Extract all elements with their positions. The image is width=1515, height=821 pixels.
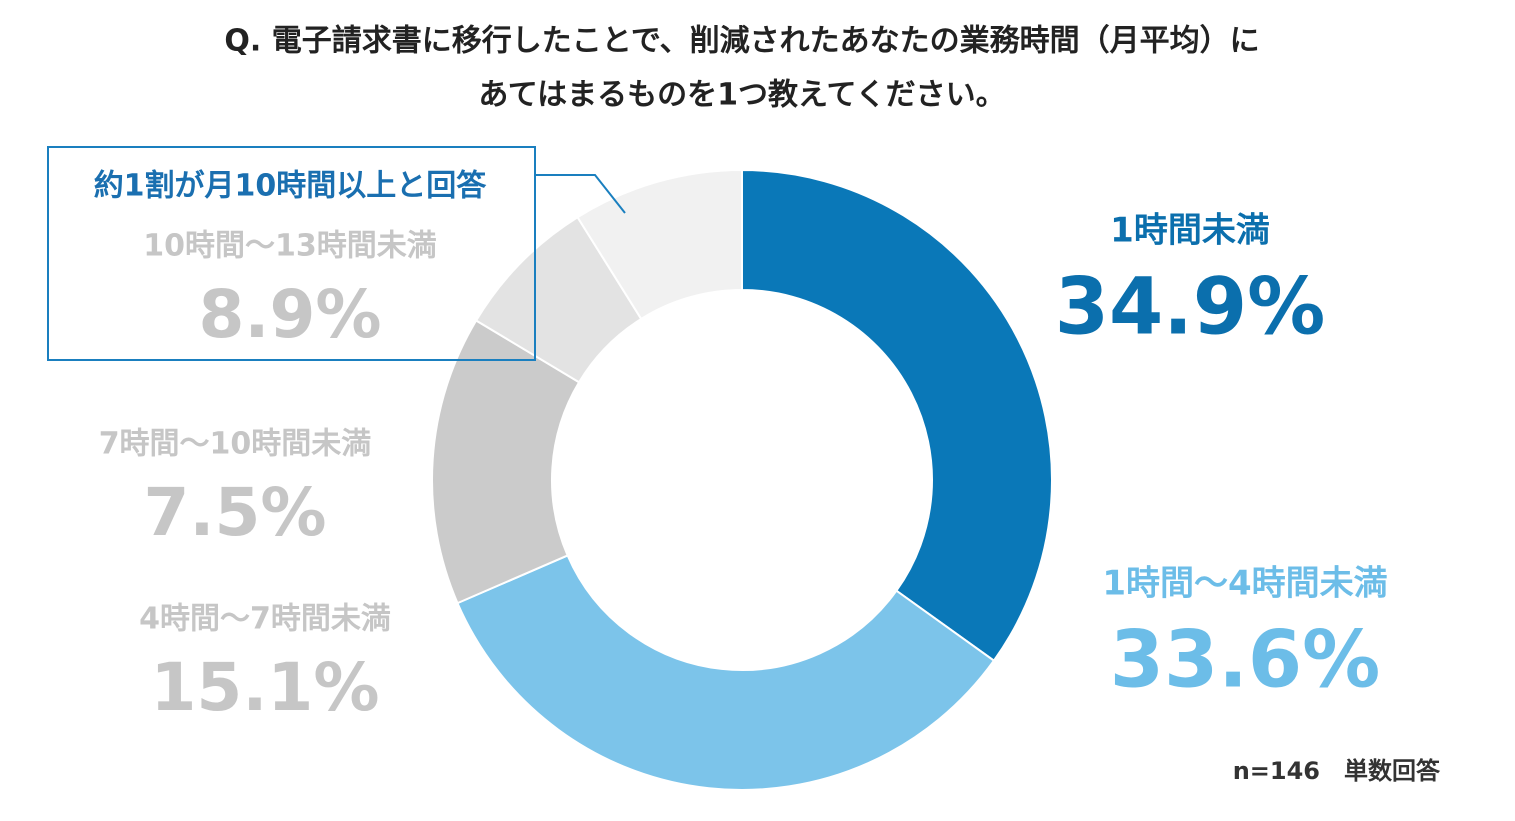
value-label: 34.9% (1055, 262, 1326, 352)
value-label: 7.5% (143, 474, 326, 551)
annotation: 約1割が月10時間以上と回答 (94, 169, 488, 204)
slice (741, 168, 1053, 663)
category-label: 10時間〜13時間未満 (143, 229, 437, 264)
chart-title: Q. 電子請求書に移行したことで、削減されたあなたの業務時間（月平均）に (224, 24, 1259, 59)
category-label: 1時間未満 (1110, 211, 1270, 251)
value-label: 8.9% (198, 276, 381, 353)
category-label: 1時間〜4時間未満 (1102, 564, 1387, 604)
slice (456, 554, 996, 791)
category-label: 7時間〜10時間未満 (99, 427, 372, 462)
value-label: 33.6% (1110, 615, 1381, 705)
donut (431, 168, 1053, 791)
slice (431, 319, 581, 605)
chart-title: あてはまるものを1つ教えてください。 (478, 78, 1005, 113)
value-label: 15.1% (151, 649, 380, 726)
slice (576, 168, 743, 321)
category-label: 4時間〜7時間未満 (139, 602, 391, 637)
note: n=146 単数回答 (1233, 757, 1441, 785)
callout-line (535, 174, 626, 214)
callout-box (47, 146, 536, 361)
